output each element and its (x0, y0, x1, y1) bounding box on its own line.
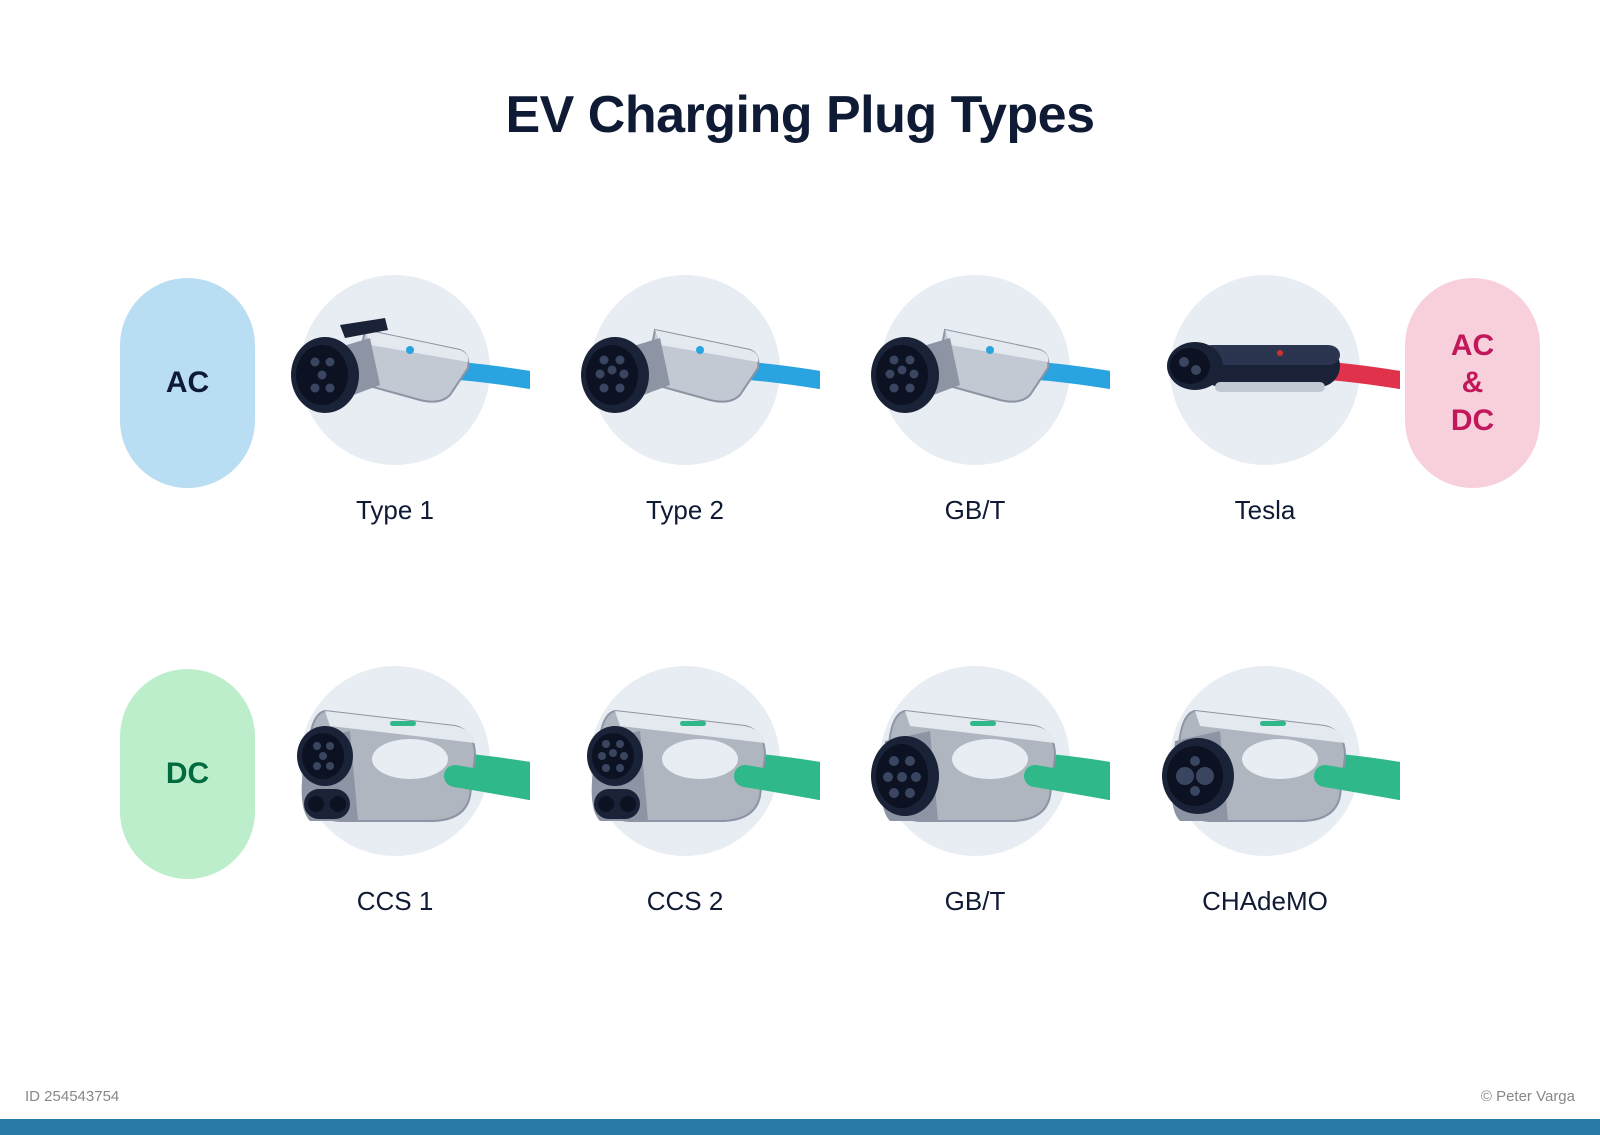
plug-circle (590, 666, 780, 856)
plug-ccs2: CCS 2 (575, 666, 795, 917)
plug-tesla: Tesla (1155, 275, 1375, 526)
plug-gbt-dc: GB/T (865, 666, 1085, 917)
row-dc: DC CCS 1 CCS 2 GB/T (120, 631, 1480, 917)
plug-circle (1170, 666, 1360, 856)
plug-gbt-ac: GB/T (865, 275, 1085, 526)
category-pill-acdc: AC & DC (1405, 278, 1540, 488)
plug-circle (1170, 275, 1360, 465)
plug-type2: Type 2 (575, 275, 795, 526)
plug-circle (590, 275, 780, 465)
plug-label: CCS 2 (647, 886, 724, 917)
watermark-id: ID 254543754 (25, 1088, 119, 1105)
plug-circle (300, 275, 490, 465)
plug-label: Type 2 (646, 495, 724, 526)
page-title: EV Charging Plug Types (0, 85, 1600, 145)
plug-circle (880, 275, 1070, 465)
plug-chademo: CHAdeMO (1155, 666, 1375, 917)
plug-label: GB/T (945, 886, 1006, 917)
plug-label: Type 1 (356, 495, 434, 526)
category-pill-ac: AC (120, 278, 255, 488)
plug-type1: Type 1 (285, 275, 505, 526)
category-pill-dc: DC (120, 669, 255, 879)
watermark-credit: © Peter Varga (1481, 1088, 1575, 1105)
plug-label: GB/T (945, 495, 1006, 526)
plug-circle (880, 666, 1070, 856)
plug-ccs1: CCS 1 (285, 666, 505, 917)
plug-label: CHAdeMO (1202, 886, 1328, 917)
plug-circle (300, 666, 490, 856)
plug-label: CCS 1 (357, 886, 434, 917)
bottom-bar (0, 1119, 1600, 1135)
plug-list-ac: Type 1 Type 2 GB/T Tesla (285, 240, 1375, 526)
row-ac: AC Type 1 Type 2 GB/T (120, 240, 1480, 526)
content-area: AC Type 1 Type 2 GB/T (0, 240, 1600, 917)
plug-list-dc: CCS 1 CCS 2 GB/T CHAdeMO (285, 631, 1375, 917)
plug-label: Tesla (1235, 495, 1296, 526)
